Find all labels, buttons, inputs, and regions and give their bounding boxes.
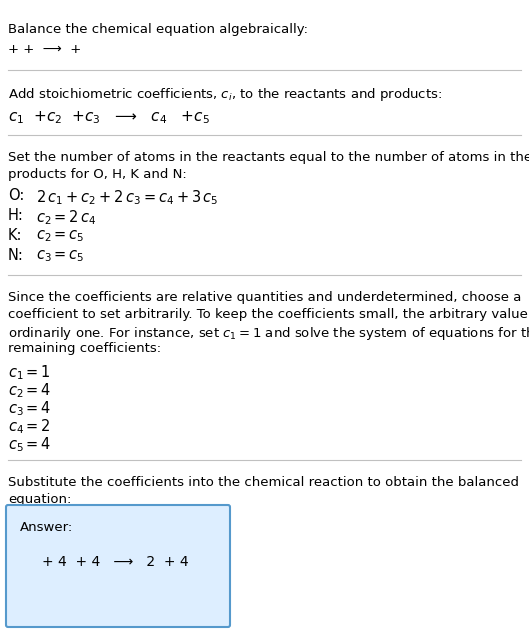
Text: $c_1 = 1$: $c_1 = 1$ bbox=[8, 363, 51, 382]
Text: Answer:: Answer: bbox=[20, 521, 73, 534]
Text: $c_2 = 4$: $c_2 = 4$ bbox=[8, 381, 51, 400]
Text: Substitute the coefficients into the chemical reaction to obtain the balanced: Substitute the coefficients into the che… bbox=[8, 476, 519, 489]
FancyBboxPatch shape bbox=[6, 505, 230, 627]
Text: $c_3 = c_5$: $c_3 = c_5$ bbox=[36, 248, 85, 264]
Text: ordinarily one. For instance, set $c_1 = 1$ and solve the system of equations fo: ordinarily one. For instance, set $c_1 =… bbox=[8, 325, 529, 342]
Text: + +  ⟶  +: + + ⟶ + bbox=[8, 43, 81, 56]
Text: remaining coefficients:: remaining coefficients: bbox=[8, 342, 161, 355]
Text: N:: N: bbox=[8, 248, 24, 263]
Text: H:: H: bbox=[8, 208, 24, 223]
Text: products for O, H, K and N:: products for O, H, K and N: bbox=[8, 168, 187, 181]
Text: Since the coefficients are relative quantities and underdetermined, choose a: Since the coefficients are relative quan… bbox=[8, 291, 522, 304]
Text: equation:: equation: bbox=[8, 493, 71, 506]
Text: $c_2 = c_5$: $c_2 = c_5$ bbox=[36, 228, 85, 244]
Text: $c_4 = 2$: $c_4 = 2$ bbox=[8, 417, 51, 436]
Text: $c_2 = 2\,c_4$: $c_2 = 2\,c_4$ bbox=[36, 208, 97, 227]
Text: Set the number of atoms in the reactants equal to the number of atoms in the: Set the number of atoms in the reactants… bbox=[8, 151, 529, 164]
Text: K:: K: bbox=[8, 228, 23, 243]
Text: coefficient to set arbitrarily. To keep the coefficients small, the arbitrary va: coefficient to set arbitrarily. To keep … bbox=[8, 308, 529, 321]
Text: + 4  + 4   ⟶   2  + 4: + 4 + 4 ⟶ 2 + 4 bbox=[42, 555, 189, 569]
Text: Balance the chemical equation algebraically:: Balance the chemical equation algebraica… bbox=[8, 23, 308, 36]
Text: $c_1$  +$c_2$  +$c_3$   ⟶   $c_4$   +$c_5$: $c_1$ +$c_2$ +$c_3$ ⟶ $c_4$ +$c_5$ bbox=[8, 109, 210, 125]
Text: $2\,c_1 +c_2 +2\,c_3 = c_4 +3\,c_5$: $2\,c_1 +c_2 +2\,c_3 = c_4 +3\,c_5$ bbox=[36, 188, 218, 206]
Text: $c_3 = 4$: $c_3 = 4$ bbox=[8, 399, 51, 418]
Text: O:: O: bbox=[8, 188, 24, 203]
Text: Add stoichiometric coefficients, $c_i$, to the reactants and products:: Add stoichiometric coefficients, $c_i$, … bbox=[8, 86, 442, 103]
Text: $c_5 = 4$: $c_5 = 4$ bbox=[8, 435, 51, 454]
